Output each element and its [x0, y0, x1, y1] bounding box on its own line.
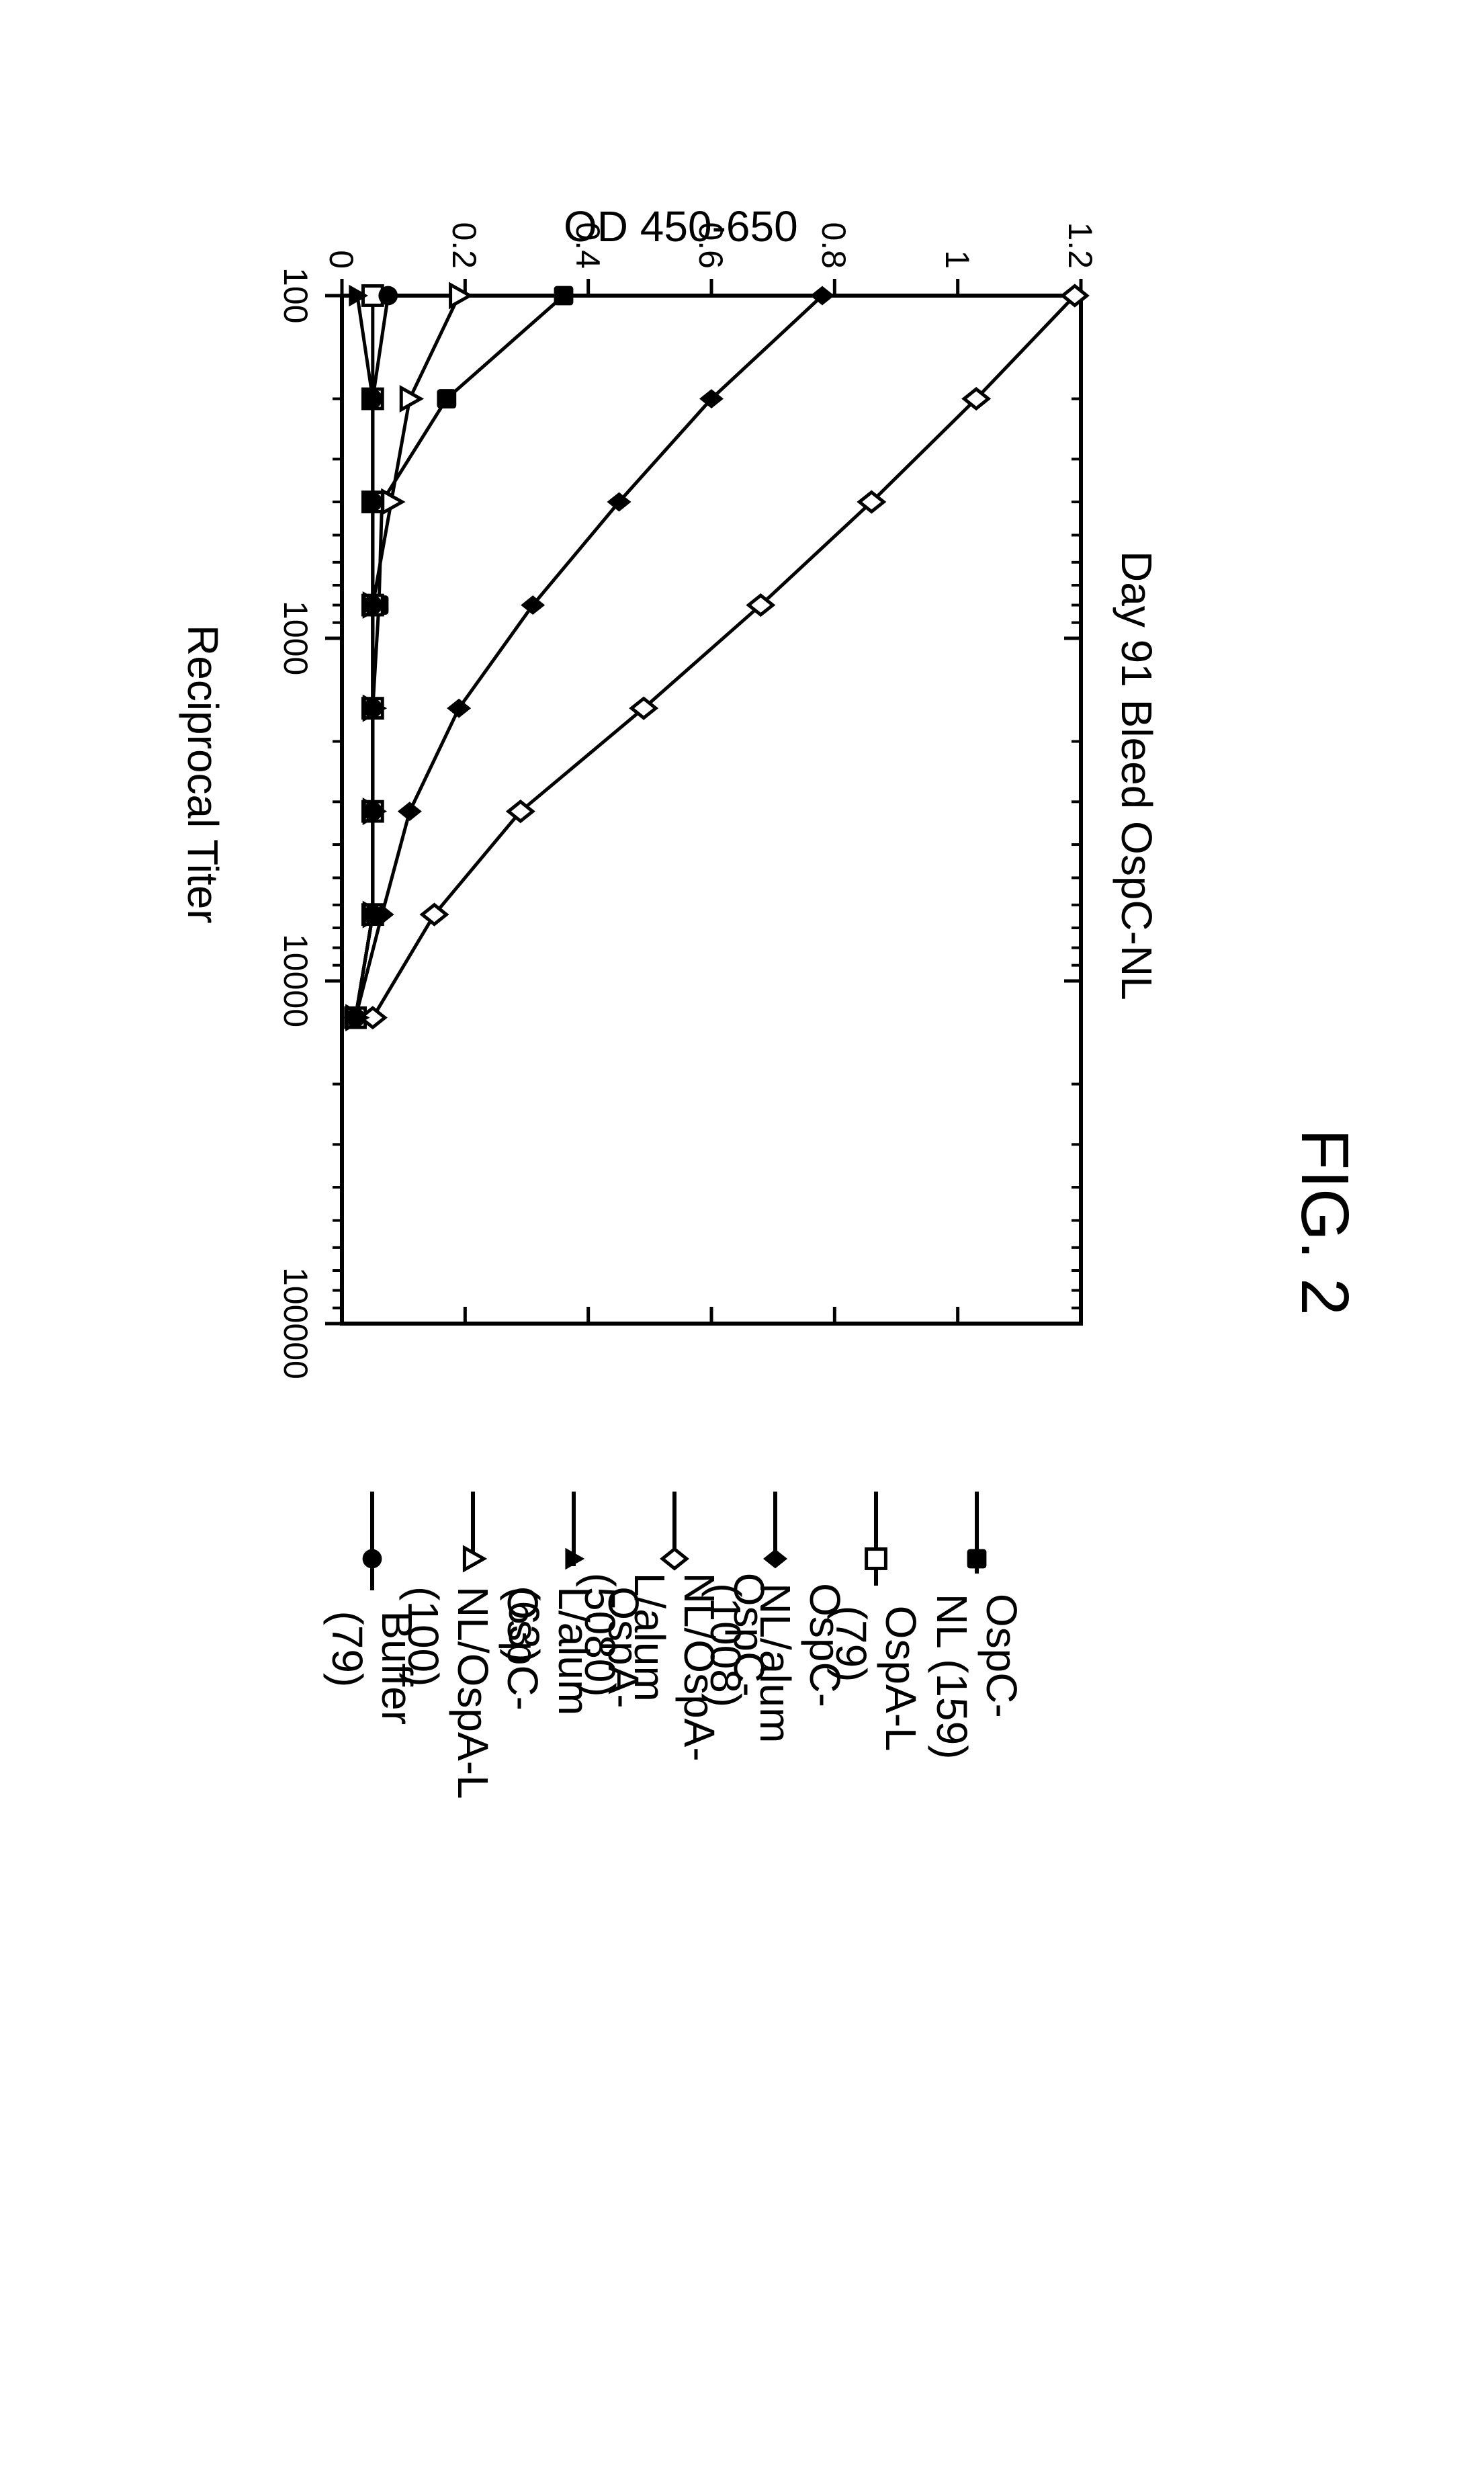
legend-marker-icon: [654, 1539, 695, 1579]
legend-item: OspC-NL/OspA-L (100): [449, 1492, 496, 1835]
legend-marker-icon: [453, 1539, 493, 1579]
y-tick-label: 0.8: [814, 212, 853, 269]
legend-item: OspA-L/alum (63): [550, 1492, 597, 1775]
legend-line-icon: [471, 1492, 475, 1566]
y-tick-label: 0.2: [445, 212, 484, 269]
figure-label: FIG. 2: [1286, 1129, 1363, 1316]
x-tick-label: 100000: [276, 1267, 315, 1379]
x-tick-label: 10000: [276, 934, 315, 1027]
legend-marker-icon: [856, 1539, 896, 1579]
legend-line-icon: [874, 1492, 878, 1586]
y-tick-label: 1.2: [1061, 212, 1100, 269]
legend-marker-icon: [352, 1539, 392, 1579]
legend-item: Buffer (79): [349, 1492, 396, 1760]
y-axis-label: OD 450-650: [564, 202, 798, 251]
legend-marker-icon: [957, 1539, 997, 1579]
x-axis-label: Reciprocal Titer: [178, 625, 228, 924]
legend-item: OspC-NL/OspA-L/alum (5080): [651, 1492, 698, 1835]
y-tick-label: 1: [938, 250, 977, 269]
x-tick-label: 100: [276, 267, 315, 323]
chart-title: Day 91 Bleed OspC-NL: [1112, 551, 1162, 1000]
legend-line-icon: [773, 1492, 777, 1563]
plot-area: 10010001000010000000.20.40.60.811.2: [342, 296, 1081, 1324]
legend-label: Buffer (79): [322, 1610, 422, 1760]
legend-line-icon: [672, 1492, 676, 1553]
series-line: [361, 286, 1087, 1027]
legend-item: OspC-NL (159): [953, 1492, 1000, 1770]
legend-item: OspA-L (79): [853, 1492, 900, 1768]
legend-marker-icon: [554, 1539, 594, 1579]
legend-label: OspC-NL (159): [927, 1594, 1027, 1770]
chart-svg: [342, 296, 1081, 1324]
y-tick-label: 0: [322, 250, 361, 269]
legend-line-icon: [572, 1492, 576, 1566]
x-tick-label: 1000: [276, 601, 315, 675]
legend-line-icon: [975, 1492, 979, 1574]
legend-line-icon: [370, 1492, 374, 1590]
